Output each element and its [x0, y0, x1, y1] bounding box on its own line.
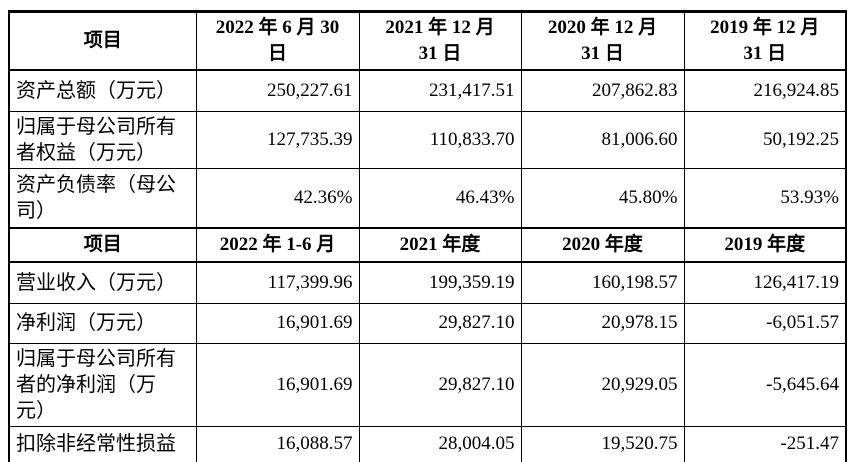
value-cell: 28,004.05	[358, 425, 522, 462]
row-label: 归属于母公司所有 者的净利润（万 元）	[8, 342, 197, 427]
value-cell: 53.93%	[683, 167, 847, 229]
value-cell: 160,198.57	[520, 261, 685, 304]
value-cell: -5,645.64	[683, 342, 847, 427]
row-label: 资产总额（万元）	[8, 69, 197, 112]
value-cell: 16,901.69	[195, 302, 360, 344]
column-header-period-2019: 2019 年度	[683, 227, 847, 263]
column-header-date-2021: 2021 年 12 月 31 日	[358, 10, 522, 71]
table-row-parent-net-profit: 归属于母公司所有 者的净利润（万 元） 16,901.69 29,827.10 …	[8, 342, 847, 427]
column-header-date-2019: 2019 年 12 月 31 日	[683, 10, 847, 71]
table-row-non-recurring: 扣除非经常性损益 16,088.57 28,004.05 19,520.75 -…	[8, 425, 847, 462]
value-cell: 117,399.96	[195, 261, 360, 304]
row-label: 净利润（万元）	[8, 302, 197, 344]
value-cell: 29,827.10	[358, 302, 522, 344]
table-header-row-balance: 项目 2022 年 6 月 30 日 2021 年 12 月 31 日 2020…	[8, 10, 847, 71]
column-header-date-2020: 2020 年 12 月 31 日	[520, 10, 685, 71]
value-cell: 216,924.85	[683, 69, 847, 112]
value-cell: -6,051.57	[683, 302, 847, 344]
value-cell: 126,417.19	[683, 261, 847, 304]
value-cell: 231,417.51	[358, 69, 522, 112]
column-header-item: 项目	[8, 10, 197, 71]
value-cell: 29,827.10	[358, 342, 522, 427]
row-label: 归属于母公司所有 者权益（万元）	[8, 110, 197, 169]
value-cell: 20,929.05	[520, 342, 685, 427]
table-header-row-income: 项目 2022 年 1-6 月 2021 年度 2020 年度 2019 年度	[8, 227, 847, 263]
table-row-net-profit: 净利润（万元） 16,901.69 29,827.10 20,978.15 -6…	[8, 302, 847, 344]
table-row-revenue: 营业收入（万元） 117,399.96 199,359.19 160,198.5…	[8, 261, 847, 304]
value-cell: 42.36%	[195, 167, 360, 229]
row-label: 扣除非经常性损益	[8, 425, 197, 462]
column-header-period-2020: 2020 年度	[520, 227, 685, 263]
column-header-period-2022: 2022 年 1-6 月	[195, 227, 360, 263]
table-row-debt-ratio: 资产负债率（母公 司） 42.36% 46.43% 45.80% 53.93%	[8, 167, 847, 229]
value-cell: -251.47	[683, 425, 847, 462]
table-row-total-assets: 资产总额（万元） 250,227.61 231,417.51 207,862.8…	[8, 69, 847, 112]
row-label: 营业收入（万元）	[8, 261, 197, 304]
value-cell: 110,833.70	[358, 110, 522, 169]
table-row-parent-equity: 归属于母公司所有 者权益（万元） 127,735.39 110,833.70 8…	[8, 110, 847, 169]
value-cell: 46.43%	[358, 167, 522, 229]
value-cell: 250,227.61	[195, 69, 360, 112]
value-cell: 19,520.75	[520, 425, 685, 462]
column-header-date-2022: 2022 年 6 月 30 日	[195, 10, 360, 71]
value-cell: 199,359.19	[358, 261, 522, 304]
column-header-period-2021: 2021 年度	[358, 227, 522, 263]
value-cell: 81,006.60	[520, 110, 685, 169]
column-header-item: 项目	[8, 227, 197, 263]
financial-summary-table: 项目 2022 年 6 月 30 日 2021 年 12 月 31 日 2020…	[8, 10, 847, 462]
value-cell: 127,735.39	[195, 110, 360, 169]
value-cell: 16,901.69	[195, 342, 360, 427]
value-cell: 16,088.57	[195, 425, 360, 462]
value-cell: 207,862.83	[520, 69, 685, 112]
value-cell: 45.80%	[520, 167, 685, 229]
value-cell: 50,192.25	[683, 110, 847, 169]
value-cell: 20,978.15	[520, 302, 685, 344]
row-label: 资产负债率（母公 司）	[8, 167, 197, 229]
